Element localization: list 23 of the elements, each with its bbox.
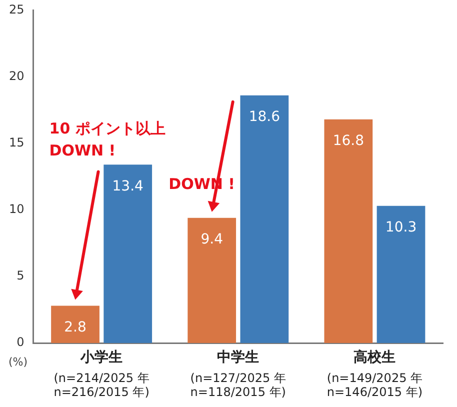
bar bbox=[324, 119, 373, 343]
y-tick-label: 25 bbox=[8, 2, 24, 16]
data-label: 16.8 bbox=[332, 133, 364, 149]
bar bbox=[104, 164, 152, 343]
y-tick-label: 10 bbox=[8, 202, 24, 216]
bar bbox=[188, 218, 236, 343]
y-tick-label: 0 bbox=[16, 335, 24, 350]
bar bbox=[376, 206, 426, 343]
bar bbox=[51, 306, 100, 343]
data-label: 13.4 bbox=[112, 178, 144, 194]
data-label: 2.8 bbox=[64, 319, 86, 336]
data-label: 9.4 bbox=[200, 232, 224, 248]
bar bbox=[240, 95, 289, 343]
x-tick-label: 小学生 (n=214/2025 年 n=216/2015 年) bbox=[54, 350, 150, 400]
x-tick-label: 中学生 (n=127/2025 年 n=118/2015 年) bbox=[190, 350, 286, 400]
y-tick-label: 20 bbox=[8, 68, 24, 83]
data-label: 18.6 bbox=[248, 109, 280, 126]
y-tick-label: 5 bbox=[16, 268, 24, 283]
y-axis-title: (%) bbox=[8, 355, 28, 368]
y-tick-label: 15 bbox=[8, 135, 24, 150]
data-label: 10.3 bbox=[385, 220, 417, 236]
x-tick-label: 高校生 (n=149/2025 年 n=146/2015 年) bbox=[326, 348, 423, 400]
annotation: 10 ポイント以上 DOWN ! bbox=[49, 120, 166, 160]
